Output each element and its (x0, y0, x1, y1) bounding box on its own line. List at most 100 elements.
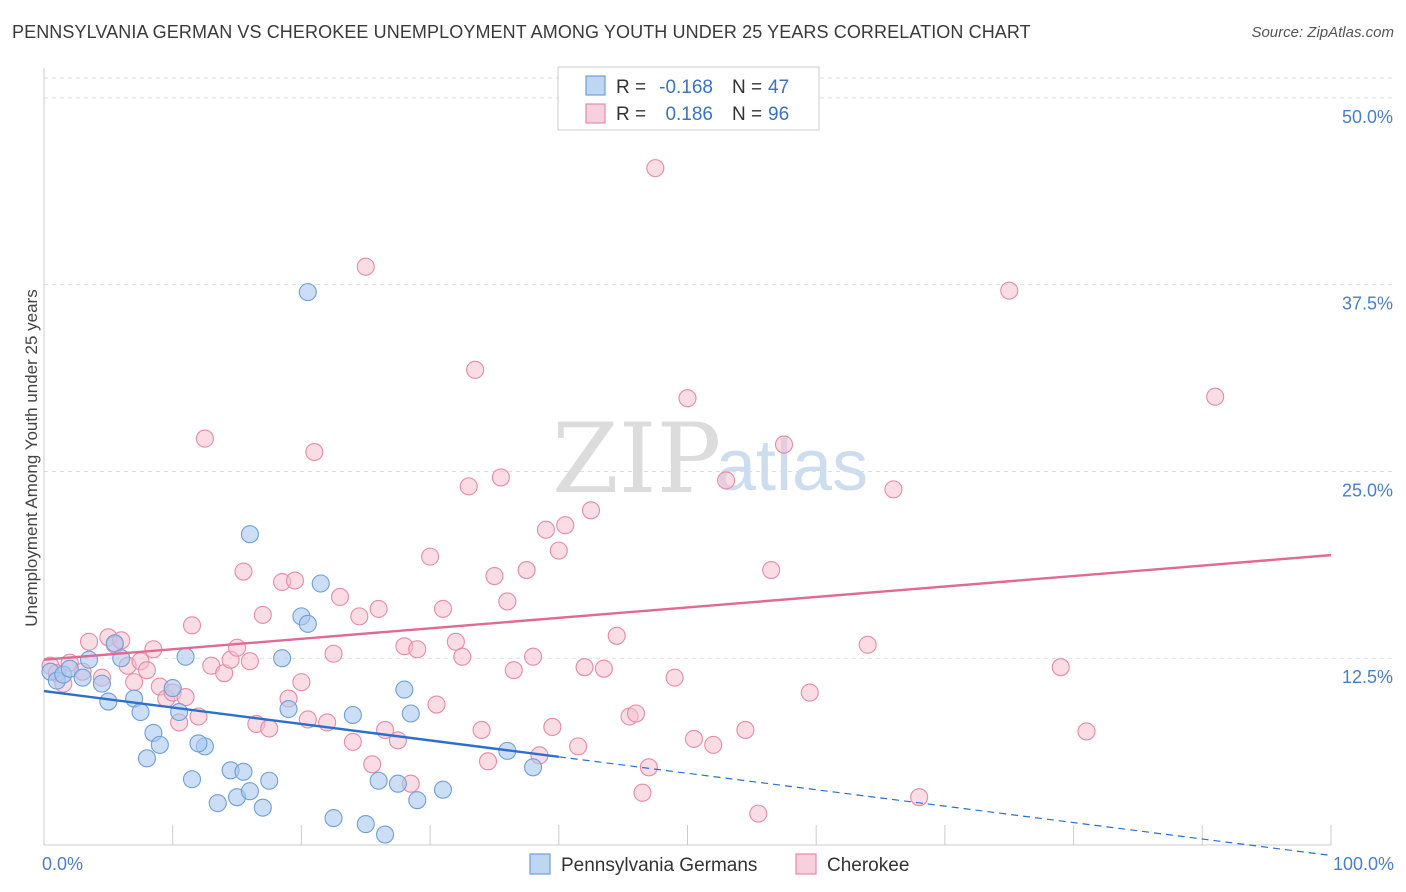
cherokee-points (41, 159, 1225, 823)
x-tick-labels: 0.0% 100.0% (42, 854, 1394, 874)
pennsylvania-germans-point-19 (189, 734, 208, 753)
y-tick-labels: 12.5% 25.0% 37.5% 50.0% (1342, 107, 1393, 687)
pennsylvania-germans-point-44 (433, 780, 453, 799)
y-axis-label: Unemployment Among Youth under 25 years (22, 289, 41, 626)
cherokee-point-73 (581, 501, 601, 520)
x-tick-label-min: 0.0% (42, 854, 83, 874)
cherokee-point-70 (556, 516, 575, 535)
cherokee-point-68 (543, 717, 562, 737)
cherokee-point-87 (749, 804, 768, 823)
pennsylvania-germans-point-40 (388, 774, 407, 793)
cherokee-point-37 (305, 442, 324, 462)
pennsylvania-germans-point-32 (240, 525, 259, 544)
pennsylvania-germans-point-20 (182, 770, 202, 789)
bottom-legend-label-pennsylvania-germans: Pennsylvania Germans (561, 855, 757, 876)
axes (43, 68, 1332, 846)
pennsylvania-germans-point-5 (79, 650, 99, 669)
legend-swatch-cherokee (585, 103, 606, 124)
cherokee-point-51 (421, 547, 440, 566)
pennsylvania-germans-point-7 (105, 634, 124, 653)
pennsylvania-germans-point-36 (343, 705, 362, 725)
legend-r-value-1: 0.186 (665, 104, 713, 125)
pennsylvania-germans-point-46 (524, 758, 543, 777)
x-tick-label-max: 100.0% (1333, 854, 1394, 874)
cherokee-point-83 (684, 729, 703, 748)
pennsylvania-germans-point-25 (240, 782, 259, 801)
cherokee-point-43 (356, 257, 375, 276)
cherokee-point-85 (717, 471, 736, 490)
cherokee-point-54 (446, 632, 465, 651)
cherokee-point-96 (1077, 722, 1096, 741)
legend-r-label-1: R = (616, 104, 646, 125)
cherokee-point-84 (704, 735, 723, 754)
legend-swatch-pennsylvania-germans (585, 75, 606, 96)
cherokee-point-26 (228, 638, 247, 657)
cherokee-point-53 (433, 599, 453, 618)
cherokee-point-62 (498, 592, 517, 611)
pennsylvania-germans-point-28 (273, 649, 292, 668)
cherokee-point-41 (343, 732, 362, 751)
cherokee-point-39 (324, 644, 343, 663)
watermark-atlas: atlas (716, 426, 868, 506)
cherokee-point-72 (575, 658, 594, 677)
legend-n-value-0: 47 (768, 77, 789, 98)
pennsylvania-germans-point-35 (324, 809, 343, 828)
pennsylvania-germans-point-17 (170, 702, 189, 722)
cherokee-point-75 (607, 626, 626, 645)
cherokee-point-63 (504, 661, 523, 680)
pennsylvania-germans-point-29 (279, 699, 298, 719)
cherokee-point-82 (678, 389, 697, 408)
cherokee-point-95 (1051, 658, 1070, 677)
pennsylvania-germans-points (41, 283, 543, 844)
cherokee-point-50 (408, 640, 427, 659)
pennsylvania-germans-point-24 (234, 762, 253, 781)
y-tick-label-2: 37.5% (1342, 294, 1393, 314)
cherokee-point-74 (594, 659, 613, 678)
cherokee-point-88 (762, 561, 781, 580)
pennsylvania-germans-point-21 (208, 794, 227, 813)
pennsylvania-germans-point-31 (298, 614, 317, 633)
pennsylvania-germans-point-14 (137, 749, 157, 768)
cherokee-point-92 (884, 480, 903, 499)
cherokee-point-60 (485, 566, 504, 586)
cherokee-point-57 (466, 360, 485, 379)
trend-line-pennsylvania-germans (43, 689, 559, 759)
cherokee-point-27 (234, 562, 253, 581)
pennsylvania-germans-point-4 (73, 668, 92, 687)
cherokee-point-13 (137, 661, 157, 680)
cherokee-point-79 (639, 758, 658, 777)
cherokee-point-67 (536, 520, 555, 539)
cherokee-point-55 (453, 647, 472, 666)
pennsylvania-germans-point-39 (376, 825, 395, 844)
pennsylvania-germans-point-15 (163, 679, 182, 698)
cherokee-point-61 (491, 468, 510, 487)
chart-title: PENNSYLVANIA GERMAN VS CHEROKEE UNEMPLOY… (12, 22, 1031, 42)
cherokee-point-91 (858, 635, 877, 654)
bottom-legend-swatch-pennsylvania-germans (529, 853, 551, 875)
cherokee-point-30 (253, 605, 272, 624)
cherokee-point-90 (800, 683, 819, 702)
pennsylvania-germans-point-41 (395, 680, 414, 699)
pennsylvania-germans-point-33 (298, 283, 317, 302)
cherokee-point-65 (524, 647, 543, 666)
y-tick-label-3: 50.0% (1342, 107, 1393, 127)
cherokee-point-97 (1206, 387, 1225, 406)
cherokee-point-52 (427, 695, 446, 714)
pennsylvania-germans-point-11 (131, 702, 150, 722)
cherokee-point-71 (569, 737, 588, 756)
legend-n-label-0: N = (732, 77, 762, 98)
cherokee-point-42 (350, 607, 369, 626)
trend-line-cherokee (43, 553, 1332, 661)
pennsylvania-germans-point-34 (311, 574, 330, 593)
bottom-legend-swatch-cherokee (795, 853, 817, 875)
bottom-legend-label-cherokee: Cherokee (827, 855, 909, 876)
pennsylvania-germans-point-43 (408, 791, 427, 810)
pennsylvania-germans-point-37 (356, 815, 375, 834)
pennsylvania-germans-point-3 (60, 659, 79, 678)
legend-n-label-1: N = (732, 104, 762, 125)
cherokee-point-94 (1000, 281, 1019, 300)
pennsylvania-germans-point-42 (401, 704, 420, 723)
pennsylvania-germans-point-27 (260, 771, 279, 790)
pennsylvania-germans-point-13 (150, 735, 169, 754)
